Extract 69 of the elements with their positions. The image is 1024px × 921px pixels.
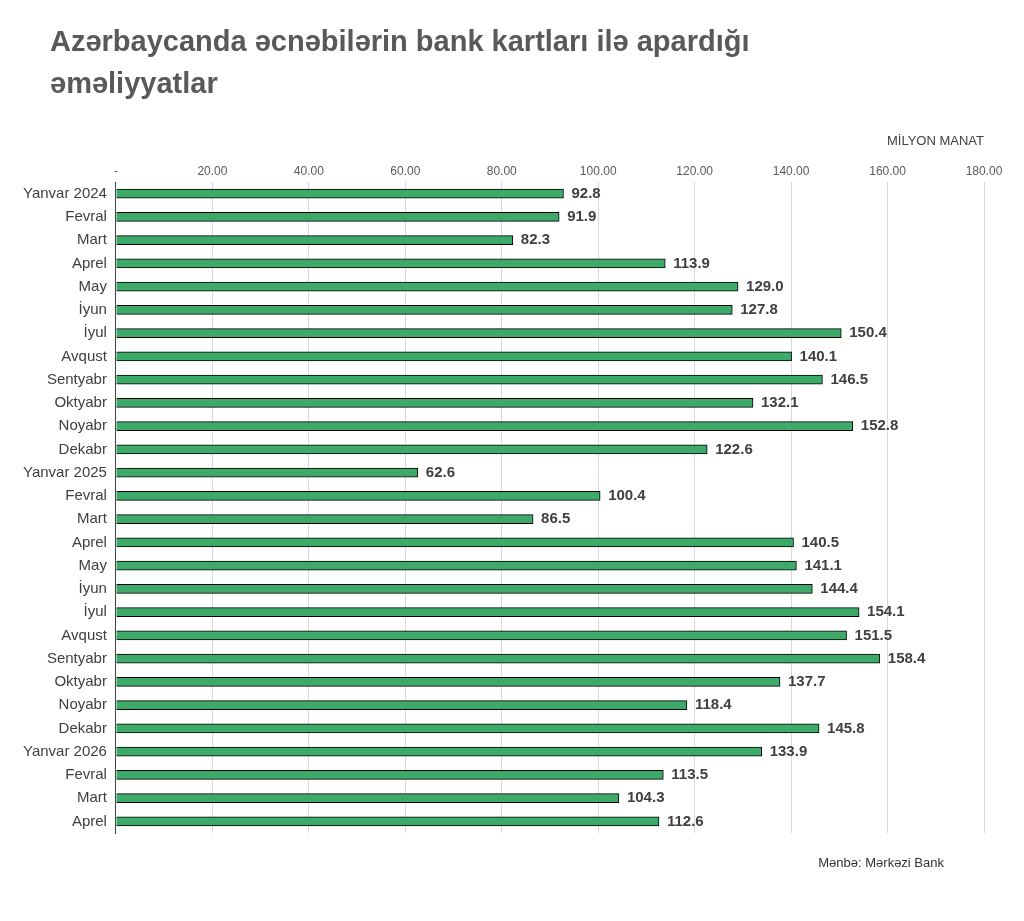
x-tick-label: 100.00 xyxy=(579,164,617,179)
y-tick-label: Yanvar 2024 xyxy=(23,183,107,201)
y-tick-label: Sentyabr xyxy=(46,648,107,666)
data-label: 140.5 xyxy=(801,532,840,550)
y-tick-label: Aprel xyxy=(71,532,107,550)
data-label: 112.6 xyxy=(666,811,704,829)
y-tick-label: Fevral xyxy=(65,486,107,504)
y-tick-label: Noyabr xyxy=(58,416,107,434)
x-tick-label: 160.00 xyxy=(869,164,907,179)
data-label: 158.4 xyxy=(887,648,927,666)
data-label: 154.1 xyxy=(867,602,905,620)
y-tick-label: İyun xyxy=(78,579,107,597)
y-tick-label: Aprel xyxy=(71,811,107,829)
data-label: 100.4 xyxy=(608,486,647,504)
data-label: 113.5 xyxy=(671,765,709,783)
y-tick-label: İyul xyxy=(83,323,107,341)
x-tick-label: 20.00 xyxy=(197,164,228,179)
y-tick-label: Dekabr xyxy=(58,718,107,736)
data-label: 91.9 xyxy=(567,207,597,225)
data-label: 86.5 xyxy=(541,509,571,527)
x-tick-label: 140.00 xyxy=(772,164,810,179)
y-tick-label: Mart xyxy=(76,230,108,248)
y-tick-label: Avqust xyxy=(61,625,108,643)
data-label: 152.8 xyxy=(860,416,899,434)
data-label: 140.1 xyxy=(799,346,838,364)
y-tick-label: Mart xyxy=(76,509,108,527)
text: Mənbə: Mərkəzi Bank xyxy=(817,855,944,870)
data-label: 129.0 xyxy=(746,276,784,294)
y-tick-label: Yanvar 2026 xyxy=(23,741,107,759)
y-tick-label: May xyxy=(78,276,108,294)
x-tick-label: 60.00 xyxy=(390,164,421,179)
data-label: 137.7 xyxy=(788,672,826,690)
data-label: 127.8 xyxy=(740,300,778,318)
data-label: 82.3 xyxy=(520,230,551,248)
y-tick-label: Sentyabr xyxy=(46,369,107,387)
data-label: 145.8 xyxy=(827,718,865,736)
data-label: 113.9 xyxy=(673,253,710,271)
data-label: 141.1 xyxy=(804,555,842,573)
data-label: 104.3 xyxy=(626,788,665,806)
data-label: 92.8 xyxy=(571,183,601,201)
x-tick-label: 40.00 xyxy=(293,164,325,179)
y-tick-label: Avqust xyxy=(61,346,108,364)
data-label: 150.4 xyxy=(849,323,888,341)
y-tick-label: Noyabr xyxy=(58,695,107,713)
x-tick-label: 80.00 xyxy=(486,164,518,179)
data-label: 144.4 xyxy=(820,579,859,597)
data-label: 122.6 xyxy=(715,439,753,457)
data-label: 146.5 xyxy=(830,369,868,387)
y-tick-label: Yanvar 2025 xyxy=(23,462,107,480)
y-tick-label: İyun xyxy=(78,300,107,318)
data-label: 118.4 xyxy=(694,695,733,713)
y-tick-label: Mart xyxy=(76,788,108,806)
x-axis-title: MİLYON MANAT xyxy=(886,133,985,149)
y-tick-label: Fevral xyxy=(65,207,107,225)
y-tick-label: İyul xyxy=(83,602,107,620)
data-label: 151.5 xyxy=(854,625,893,643)
data-label: 132.1 xyxy=(761,393,799,411)
data-label: 62.6 xyxy=(425,462,456,480)
y-tick-label: Aprel xyxy=(71,253,107,271)
x-tick-label: 120.00 xyxy=(676,164,714,179)
y-tick-label: Oktyabr xyxy=(54,672,107,690)
data-label: 133.9 xyxy=(769,741,808,759)
x-tick-label: - xyxy=(113,164,118,179)
x-tick-label: 180.00 xyxy=(965,164,1003,179)
chart-title: Azərbaycanda əcnəbilərin bank kartları ilə apardığı əməliyyatlar xyxy=(50,24,751,101)
y-tick-label: May xyxy=(78,555,108,573)
y-tick-label: Fevral xyxy=(65,765,107,783)
y-tick-label: Oktyabr xyxy=(54,393,107,411)
y-tick-label: Dekabr xyxy=(58,439,107,457)
